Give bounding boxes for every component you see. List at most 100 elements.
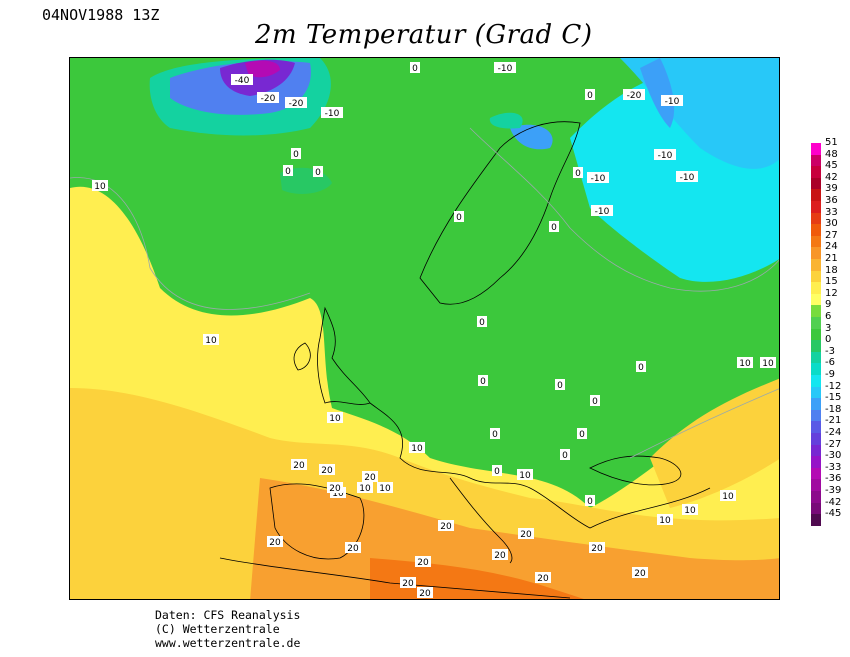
colorbar-swatch [811,166,821,179]
contour-label-bg [661,95,683,106]
colorbar-swatch [811,305,821,318]
colorbar-swatch [811,409,821,422]
colorbar-swatch [811,154,821,167]
contour-label-bg [490,428,500,439]
contour-label: -10 [680,173,695,183]
colorbar-swatch [811,351,821,364]
contour-label: 0 [592,397,598,407]
colorbar-swatch [811,375,821,388]
contour-label-bg [623,89,645,100]
contour-label-bg [477,316,487,327]
contour-label: 10 [659,516,671,526]
map-title: 2m Temperatur (Grad C) [255,20,593,50]
colorbar-label: 51 [825,137,838,148]
contour-label-bg [291,148,301,159]
contour-label: 0 [551,223,557,233]
contour-label: 0 [412,64,418,74]
colorbar-label: 21 [825,253,838,264]
temperature-map: -40 -20 -20 -10 -10 -20 -10 -10 -10 -10 -10 0 0 0 0 0 0 0… [69,57,780,600]
contour-label-bg [231,74,253,85]
contour-label: 10 [684,506,696,516]
colorbar-label: -12 [825,380,842,392]
contour-label-bg [591,205,613,216]
contour-label-bg [585,495,595,506]
colorbar-label: 18 [825,264,838,276]
colorbar-label: -18 [825,403,842,415]
contour-label-bg [283,165,293,176]
colorbar-swatch [811,270,821,283]
colorbar-label: 15 [825,276,838,288]
contour-label-bg [760,357,776,368]
colorbar-swatch [811,317,821,330]
colorbar-label: -39 [825,485,842,496]
contour-label: 20 [591,544,603,554]
colorbar-label: -33 [825,461,842,473]
contour-label: 0 [575,169,581,179]
contour-label-bg [409,442,425,453]
contour-label: 10 [332,489,344,499]
colorbar-swatch [811,456,821,469]
contour-label-bg [492,549,508,560]
contour-label: 0 [479,318,485,328]
contour-label-bg [257,92,279,103]
colorbar-label: 48 [825,148,838,160]
contour-label: 0 [587,91,593,101]
colorbar-label: -30 [825,450,842,462]
coast-iberia [269,483,365,560]
contour-label: 10 [519,471,531,481]
contour-label: 0 [456,213,462,223]
colorbar-label: 36 [825,195,838,206]
contour-label: 0 [492,430,498,440]
contour-label-bg [313,166,323,177]
map-datetime: 04NOV1988 13Z [42,6,160,24]
contour-label-bg [410,62,420,73]
colorbar-swatch [811,247,821,260]
contour-label: 20 [634,569,646,579]
colorbar-swatch [811,328,821,341]
colorbar-swatch [811,502,821,515]
colorbar-swatch [811,340,821,353]
contour-label-bg [400,577,416,588]
contour-label-bg [327,482,343,493]
temperature-colorbar [808,133,822,528]
colorbar-label: 33 [825,206,838,218]
credits-copyright: (C) Wetterzentrale [155,622,280,636]
colorbar-label: -6 [825,357,835,369]
colorbar-swatch [811,514,821,527]
colorbar-swatch [811,421,821,434]
colorbar-swatch [811,189,821,202]
contour-label-bg [657,514,673,525]
colorbar-swatch [811,212,821,225]
colorbar-label: 30 [825,218,838,230]
colorbar-label: -24 [825,427,842,438]
contour-label-bg [92,180,108,191]
colorbar-label: 3 [825,322,832,334]
contour-label: -10 [658,151,673,161]
contour-label-bg [720,490,736,501]
contour-label: -10 [498,64,513,74]
cold-zone-deep [640,58,675,128]
contour-label-bg [478,375,488,386]
contour-label-bg [585,89,595,100]
contour-label-bg [415,556,431,567]
colorbar-swatch [811,433,821,446]
colorbar-label: 6 [825,311,832,322]
contour-label: 0 [285,167,291,177]
colorbar-label: 9 [825,299,832,311]
contour-label-bg [345,542,361,553]
colorbar-label: -15 [825,392,842,404]
colorbar-label: 39 [825,183,838,195]
credits-url: www.wetterzentrale.de [155,636,301,650]
contour-label: -20 [627,91,642,101]
contour-label-bg [321,107,343,118]
contour-label: 0 [579,430,585,440]
contour-label-bg [291,459,307,470]
contour-label: 10 [722,492,734,502]
contour-label-bg [587,172,609,183]
contour-label-bg [454,211,464,222]
contour-label: 0 [562,451,568,461]
contour-label: -10 [595,207,610,217]
contour-label-bg [417,587,433,598]
colorbar-swatch [811,259,821,272]
colorbar-swatch [811,235,821,248]
